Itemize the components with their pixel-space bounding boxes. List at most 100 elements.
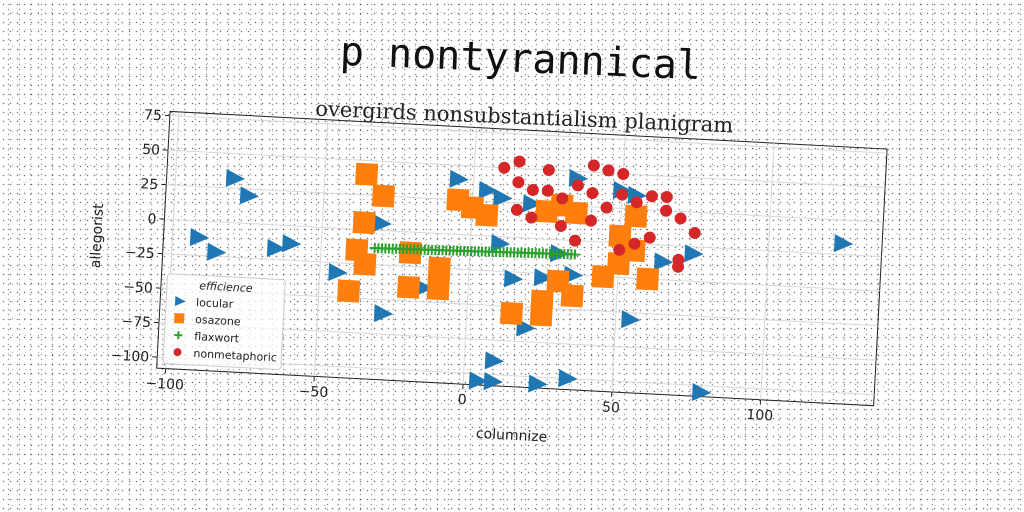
chart-subtitle: overgirds nonsubstantialism planigram bbox=[315, 97, 734, 138]
data-point-nonmetaphoric bbox=[660, 204, 673, 217]
data-point-nonmetaphoric bbox=[587, 159, 600, 172]
data-point-locular bbox=[239, 186, 260, 205]
y-tick-label: 75 bbox=[144, 107, 163, 124]
data-point-locular bbox=[372, 214, 392, 233]
data-point-nonmetaphoric bbox=[525, 211, 538, 224]
legend: efficience locular osazone flaxwort nonmeta… bbox=[162, 273, 286, 370]
x-tick-label: −50 bbox=[298, 384, 328, 402]
y-axis-label: allegorist bbox=[88, 203, 107, 269]
x-gridline bbox=[313, 119, 329, 377]
data-point-osazone bbox=[337, 279, 361, 303]
data-point-nonmetaphoric bbox=[526, 183, 539, 196]
data-point-osazone bbox=[475, 203, 499, 227]
data-point-locular bbox=[206, 242, 227, 261]
data-point-locular bbox=[528, 374, 548, 393]
x-gridline bbox=[462, 127, 478, 385]
x-axis-label: columnize bbox=[476, 426, 548, 446]
data-point-locular bbox=[522, 194, 543, 213]
data-point-locular bbox=[833, 234, 854, 253]
data-point-nonmetaphoric bbox=[542, 164, 555, 177]
legend-marker-nonmetaphoric bbox=[173, 348, 182, 357]
data-point-nonmetaphoric bbox=[630, 196, 643, 209]
legend-marker-flaxwort bbox=[174, 331, 183, 340]
plot-area bbox=[156, 110, 888, 407]
y-gridline bbox=[162, 253, 880, 292]
series-locular bbox=[189, 169, 854, 402]
axis-ticks: −100 −50 0 50 100 75 50 25 0 −25 −50 −75 −100 bbox=[110, 107, 774, 424]
data-point-osazone bbox=[560, 284, 584, 308]
data-point-nonmetaphoric bbox=[513, 155, 526, 168]
data-point-osazone bbox=[396, 275, 421, 299]
y-gridline bbox=[168, 149, 886, 189]
data-point-locular bbox=[478, 180, 499, 199]
data-point-nonmetaphoric bbox=[660, 190, 673, 203]
data-point-nonmetaphoric bbox=[510, 203, 523, 216]
legend-label-flaxwort: flaxwort bbox=[194, 330, 240, 345]
chart-title: p nontyrannical bbox=[339, 29, 702, 89]
data-point-locular bbox=[484, 351, 505, 370]
data-point-locular bbox=[493, 188, 513, 207]
data-point-locular bbox=[483, 372, 503, 391]
data-point-locular bbox=[684, 244, 704, 263]
data-point-locular bbox=[558, 369, 578, 388]
data-point-nonmetaphoric bbox=[554, 220, 567, 233]
y-tick-label: 0 bbox=[147, 211, 157, 227]
data-point-flaxwort bbox=[569, 249, 580, 260]
data-point-nonmetaphoric bbox=[584, 214, 597, 227]
y-tick-label: −50 bbox=[123, 279, 153, 297]
legend-label-nonmetaphoric: nonmetaphoric bbox=[193, 347, 277, 364]
data-point-nonmetaphoric bbox=[498, 161, 511, 174]
y-gridline bbox=[169, 115, 887, 154]
data-point-locular bbox=[691, 383, 712, 402]
x-gridline bbox=[760, 143, 775, 400]
data-point-nonmetaphoric bbox=[571, 179, 584, 192]
y-tick-label: −25 bbox=[125, 245, 155, 263]
x-tick-label: −100 bbox=[145, 376, 184, 394]
data-point-nonmetaphoric bbox=[512, 176, 525, 189]
data-point-nonmetaphoric bbox=[556, 192, 569, 205]
data-point-locular bbox=[225, 169, 246, 188]
data-point-osazone bbox=[427, 256, 451, 280]
data-point-osazone bbox=[352, 211, 376, 235]
data-point-locular bbox=[189, 228, 210, 247]
data-point-osazone bbox=[499, 301, 524, 325]
y-tick-label: −100 bbox=[110, 348, 149, 366]
data-point-nonmetaphoric bbox=[569, 234, 582, 247]
data-point-nonmetaphoric bbox=[600, 201, 613, 214]
data-point-osazone bbox=[355, 162, 379, 186]
legend-label-osazone: osazone bbox=[195, 313, 241, 328]
data-point-nonmetaphoric bbox=[616, 188, 629, 201]
data-point-osazone bbox=[564, 201, 589, 225]
data-point-locular bbox=[266, 239, 287, 257]
data-point-nonmetaphoric bbox=[672, 260, 685, 273]
legend-marker-locular bbox=[174, 295, 186, 306]
data-point-osazone bbox=[624, 204, 648, 228]
data-point-locular bbox=[533, 268, 554, 287]
x-tick-label: 0 bbox=[457, 392, 467, 408]
data-point-nonmetaphoric bbox=[645, 190, 658, 203]
data-point-osazone bbox=[529, 303, 553, 327]
legend-marker-osazone bbox=[174, 312, 185, 324]
y-tick-label: −75 bbox=[121, 314, 151, 332]
data-point-locular bbox=[653, 252, 674, 271]
y-tick-label: 25 bbox=[140, 176, 159, 193]
data-point-nonmetaphoric bbox=[617, 167, 630, 180]
data-point-locular bbox=[373, 304, 394, 323]
data-point-nonmetaphoric bbox=[541, 184, 554, 197]
x-tick-label: 50 bbox=[602, 399, 621, 416]
data-point-nonmetaphoric bbox=[643, 231, 656, 244]
data-point-locular bbox=[328, 262, 348, 281]
data-point-nonmetaphoric bbox=[586, 187, 599, 200]
data-points bbox=[189, 155, 854, 402]
data-point-locular bbox=[449, 169, 469, 188]
x-tick-label: 100 bbox=[746, 407, 774, 424]
legend-label-locular: locular bbox=[196, 296, 234, 311]
y-tick-label: 50 bbox=[142, 142, 161, 159]
data-point-nonmetaphoric bbox=[688, 227, 701, 240]
y-gridline bbox=[164, 218, 882, 258]
data-point-osazone bbox=[636, 267, 660, 291]
legend-title: efficience bbox=[199, 279, 253, 295]
data-point-osazone bbox=[353, 252, 377, 276]
data-point-nonmetaphoric bbox=[613, 243, 626, 256]
data-point-osazone bbox=[371, 184, 395, 208]
